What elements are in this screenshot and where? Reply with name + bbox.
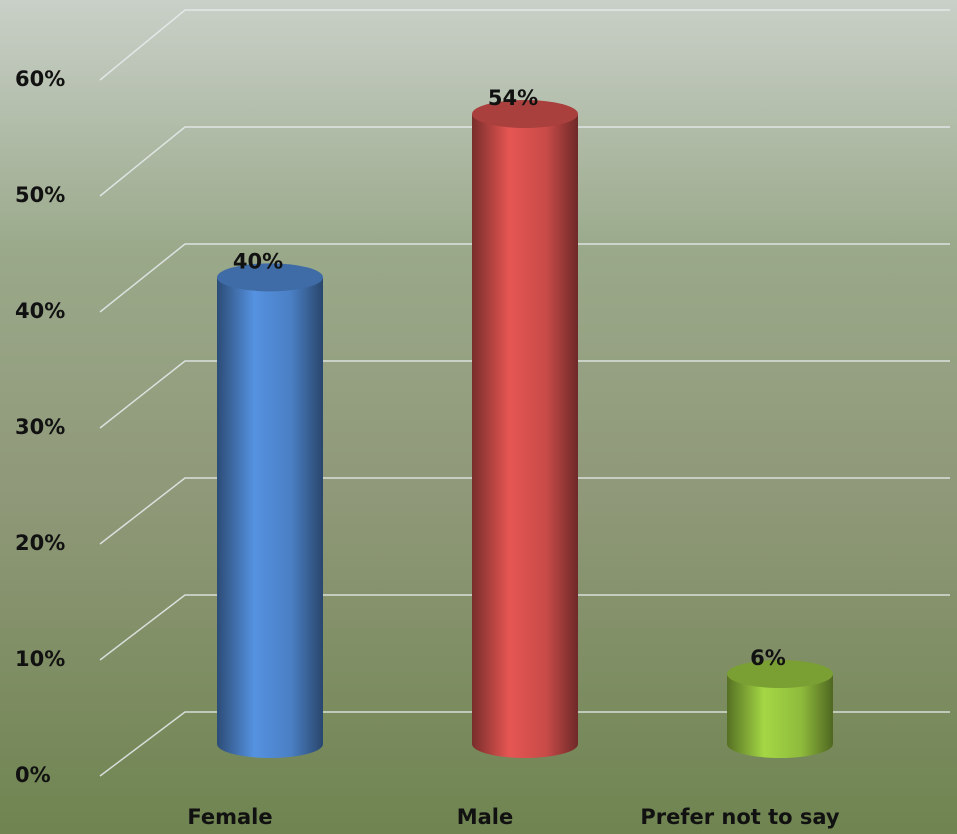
value-label: 54% <box>488 86 538 110</box>
bar <box>217 277 323 758</box>
y-tick-label: 20% <box>15 531 65 555</box>
y-tick-label: 40% <box>15 299 65 323</box>
bar-top <box>217 263 323 292</box>
x-tick-label: Male <box>457 805 514 829</box>
value-label: 40% <box>233 249 283 273</box>
bar-top <box>727 660 833 688</box>
x-tick-label: Female <box>187 805 272 829</box>
grid-line <box>99 360 950 429</box>
grid-line <box>99 711 950 777</box>
bar <box>727 674 833 758</box>
grid-line <box>99 477 950 545</box>
grid-line <box>99 243 950 313</box>
grid-line <box>99 594 950 661</box>
x-tick-label: Prefer not to say <box>640 805 840 829</box>
grid-line <box>99 126 950 197</box>
bar <box>472 114 578 758</box>
grid-line <box>99 9 950 81</box>
y-tick-label: 60% <box>15 67 65 91</box>
y-tick-label: 10% <box>15 647 65 671</box>
y-tick-label: 50% <box>15 183 65 207</box>
bar-top <box>472 100 578 128</box>
y-tick-label: 0% <box>15 763 51 787</box>
y-tick-label: 30% <box>15 415 65 439</box>
value-label: 6% <box>750 646 786 670</box>
